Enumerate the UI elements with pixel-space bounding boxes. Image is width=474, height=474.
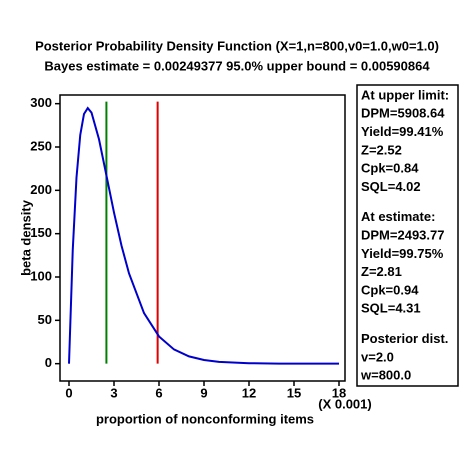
y-tick-label: 50 — [38, 312, 52, 327]
y-tick-label: 100 — [30, 268, 52, 283]
x-tick-label: 18 — [332, 385, 346, 400]
y-tick-label: 250 — [30, 138, 52, 153]
panel-line: At estimate: — [361, 209, 435, 224]
plot-frame — [59, 94, 346, 382]
x-tick-label: 9 — [200, 385, 207, 400]
y-tick-label: 150 — [30, 225, 52, 240]
panel-line: Cpk=0.94 — [361, 282, 419, 297]
x-tick-label: 15 — [287, 385, 301, 400]
x-axis-label: proportion of nonconforming items — [96, 411, 314, 426]
panel-line: Yield=99.75% — [361, 246, 444, 261]
chart-subtitle: Bayes estimate = 0.00249377 95.0% upper … — [44, 58, 430, 73]
panel-line: Z=2.81 — [361, 264, 402, 279]
density-curve — [68, 106, 340, 365]
panel-line: At upper limit: — [361, 87, 449, 102]
y-axis-label: beta density — [18, 199, 33, 276]
panel-line: SQL=4.02 — [361, 179, 421, 194]
y-tick-label: 300 — [30, 95, 52, 110]
panel-line: Cpk=0.84 — [361, 161, 419, 176]
chart-title: Posterior Probability Density Function (… — [35, 38, 439, 53]
x-tick-label: 6 — [155, 385, 162, 400]
y-tick-label: 200 — [30, 182, 52, 197]
x-scale-label: (X 0.001) — [318, 396, 371, 411]
x-tick-label: 0 — [65, 385, 72, 400]
panel-line: DPM=5908.64 — [361, 106, 445, 121]
y-tick-label: 0 — [45, 355, 52, 370]
panel-line: Z=2.52 — [361, 142, 402, 157]
panel-line: DPM=2493.77 — [361, 228, 444, 243]
panel-line: w=800.0 — [360, 368, 411, 383]
panel-line: Yield=99.41% — [361, 124, 444, 139]
x-tick-label: 12 — [242, 385, 256, 400]
panel-line: SQL=4.31 — [361, 301, 421, 316]
info-panel — [356, 84, 459, 387]
panel-line: v=2.0 — [361, 349, 394, 364]
panel-line: Posterior dist. — [361, 331, 448, 346]
x-tick-label: 3 — [110, 385, 117, 400]
